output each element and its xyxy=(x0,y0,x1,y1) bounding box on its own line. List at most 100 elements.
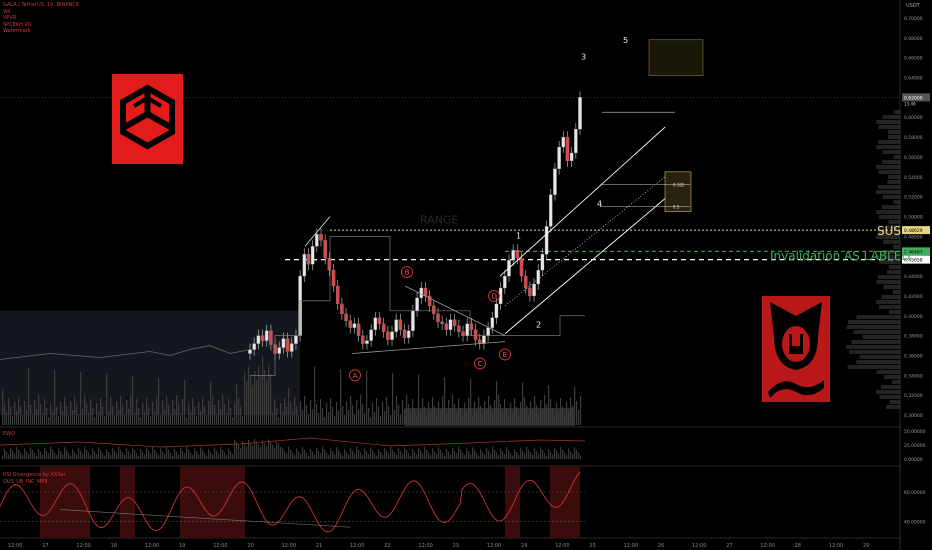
volume-bar xyxy=(192,398,194,425)
volume-bar xyxy=(258,366,260,425)
candle xyxy=(411,310,415,331)
rsi-pane-sublabel[interactable]: OUS_UB_INC_MF9 xyxy=(3,479,48,485)
candle xyxy=(473,329,478,340)
osc-bar xyxy=(168,450,170,459)
candle xyxy=(348,320,353,328)
volume-bar xyxy=(84,395,86,425)
volume-bar xyxy=(92,408,94,425)
indicator-vpvr[interactable]: VPVR xyxy=(3,15,17,21)
volume-bar xyxy=(68,415,70,425)
volume-profile-bar xyxy=(892,380,900,384)
symbol-line[interactable]: GALA / TetherUS, 1h, BINANCE xyxy=(3,2,80,8)
osc-bar xyxy=(444,455,446,459)
sus-price-tag-bg xyxy=(902,226,930,235)
osc-bar xyxy=(38,448,40,459)
volume-bar xyxy=(118,410,120,425)
osc-bar xyxy=(246,446,248,459)
volume-bar xyxy=(88,413,90,425)
indicator-spcekh[interactable]: SPCEKH VO xyxy=(3,21,32,28)
candle xyxy=(444,323,449,330)
osc-bar xyxy=(274,447,276,459)
osc-bar xyxy=(424,446,426,459)
volume-bar xyxy=(450,409,452,425)
osc-bar xyxy=(352,450,354,459)
volume-bar xyxy=(194,407,196,425)
volume-bar xyxy=(126,400,128,425)
volume-bar xyxy=(348,410,350,425)
price-tick: 0.68000 xyxy=(904,36,923,42)
osc-bar xyxy=(20,452,22,459)
fib-618-label: 0.382 xyxy=(673,183,685,188)
price-axis-currency: USDT xyxy=(906,3,921,9)
osc-bar xyxy=(268,439,270,459)
osc-bar xyxy=(88,452,90,459)
osc-bar xyxy=(30,447,32,459)
volume-bar xyxy=(216,414,218,425)
volume-bar xyxy=(400,414,402,425)
osc-pane-label[interactable]: EWO xyxy=(3,431,16,437)
price-tick: 0.34000 xyxy=(904,373,923,379)
rsi-tick: 40.00000 xyxy=(904,519,926,525)
candle xyxy=(532,283,536,297)
volume-profile-bar xyxy=(882,115,900,119)
rsi-divergence xyxy=(59,509,351,528)
volume-bar xyxy=(454,404,456,425)
volume-bar xyxy=(472,416,474,425)
osc-bar xyxy=(140,448,142,459)
volume-profile-bar xyxy=(893,200,900,204)
osc-bar xyxy=(12,450,14,459)
rock-hand-logo xyxy=(762,296,830,402)
volume-profile-bar xyxy=(882,160,900,164)
osc-bar xyxy=(282,447,284,459)
volume-bar xyxy=(240,407,242,425)
volume-bar xyxy=(34,400,36,425)
volume-bar xyxy=(238,398,240,425)
volume-bar xyxy=(86,404,88,425)
volume-bar xyxy=(178,404,180,425)
volume-bar xyxy=(228,399,230,425)
volume-profile-bar xyxy=(881,205,900,209)
candle xyxy=(557,146,561,169)
osc-bar xyxy=(362,455,364,459)
osc-bar xyxy=(278,443,280,459)
wave-a-line xyxy=(304,216,331,247)
volume-bar xyxy=(378,407,380,425)
volume-profile-bar xyxy=(892,290,900,294)
indicator-vol[interactable]: Vol xyxy=(3,8,11,15)
osc-bar xyxy=(256,441,258,459)
volume-bar xyxy=(160,415,162,425)
osc-bar xyxy=(378,448,380,459)
volume-profile-bar xyxy=(876,300,900,304)
price-tick: 0.54000 xyxy=(904,175,923,181)
candle xyxy=(574,128,578,154)
volume-bar xyxy=(504,399,506,425)
osc-bar xyxy=(144,454,146,459)
time-tick: 12:00 xyxy=(487,543,501,549)
volume-bar xyxy=(542,409,544,425)
osc-tick: 50.00000 xyxy=(904,429,926,435)
volume-bar xyxy=(364,413,366,425)
osc-bar xyxy=(388,453,390,459)
volume-bar xyxy=(366,371,368,425)
osc-bar xyxy=(68,452,70,459)
volume-bar xyxy=(130,395,132,425)
candle xyxy=(494,303,499,318)
osc-bar xyxy=(312,451,314,459)
indicator-watermark[interactable]: Watermark xyxy=(3,28,31,34)
osc-bar xyxy=(40,451,42,459)
volume-bar xyxy=(580,396,582,425)
price-tick: 0.58000 xyxy=(904,135,923,141)
osc-bar xyxy=(46,450,48,459)
volume-bar xyxy=(150,416,152,425)
volume-bar xyxy=(76,405,78,425)
volume-bar xyxy=(242,416,244,425)
volume-bar xyxy=(516,407,518,425)
price-tick: 0.40000 xyxy=(904,314,923,320)
osc-bar xyxy=(358,449,360,459)
rsi-pane-label[interactable]: RSI Divergence by XXXer xyxy=(3,472,66,478)
osc-bar xyxy=(180,447,182,459)
candle xyxy=(461,331,465,336)
volume-bar xyxy=(284,398,286,425)
volume-bar xyxy=(534,396,536,425)
